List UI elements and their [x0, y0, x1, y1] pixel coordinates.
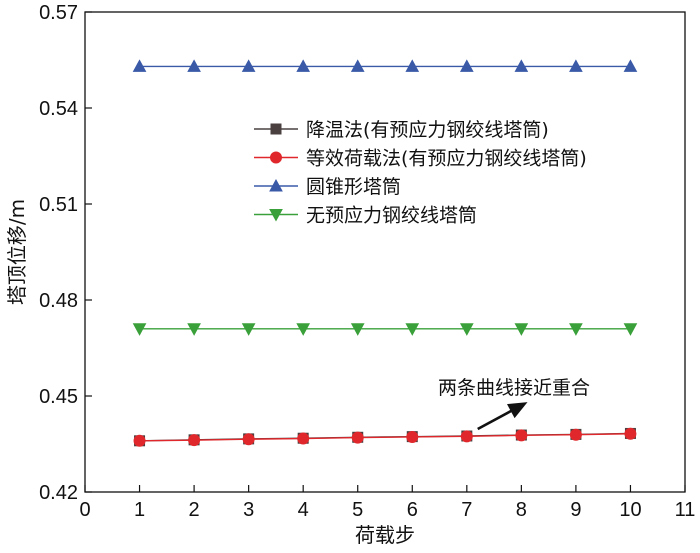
axes [84, 11, 686, 493]
x-tick-label: 11 [675, 499, 696, 521]
series-line-1 [139, 433, 631, 442]
data-point-2-5 [405, 59, 420, 72]
data-point-2-4 [350, 59, 365, 72]
data-point-3-8 [569, 323, 583, 336]
annotation-arrow-head [507, 402, 528, 419]
y-tick-label: 0.48 [39, 290, 78, 312]
data-point-2-2 [241, 59, 256, 72]
legend-marker-1 [270, 151, 282, 164]
y-tick-label: 0.57 [39, 2, 78, 24]
x-axis-ticks: 0 1 2 3 4 5 6 7 8 9 10 11 [79, 485, 695, 521]
data-point-2-1 [187, 59, 201, 72]
y-tick-label: 0.51 [39, 194, 78, 216]
data-point-1-8 [569, 428, 582, 441]
x-axis-label: 荷载步 [355, 523, 415, 547]
y-tick-label: 0.54 [39, 98, 78, 120]
legend: 降温法(有预应力钢绞线塔筒) 等效荷载法(有预应力钢绞线塔筒) 圆锥形塔筒无预应力钢… [254, 119, 587, 227]
data-point-2-6 [459, 59, 474, 72]
data-point-2-3 [296, 59, 311, 72]
legend-marker-2 [269, 178, 283, 192]
data-point-1-9 [624, 427, 637, 440]
data-point-3-7 [514, 323, 529, 336]
x-tick-label: 8 [516, 499, 527, 521]
annotation-text: 两条曲线接近重合 [438, 377, 590, 399]
legend-marker-3 [269, 209, 283, 222]
x-tick-label: 7 [461, 499, 472, 521]
y-tick-label: 0.42 [39, 482, 78, 504]
legend-label-0: 降温法(有预应力钢绞线塔筒) [306, 119, 549, 141]
y-tick-label: 0.45 [39, 386, 78, 408]
legend-marker-0 [270, 123, 282, 135]
y-axis-ticks: 0.42 0.45 0.48 0.51 0.54 0.57 [39, 2, 92, 504]
plot-frame [84, 11, 686, 493]
data-point-1-2 [242, 433, 255, 446]
data-point-2-8 [569, 59, 583, 72]
data-point-1-6 [460, 430, 473, 443]
data-point-3-6 [459, 323, 474, 336]
legend-label-1: 等效荷载法(有预应力钢绞线塔筒) [306, 148, 587, 170]
legend-label-3: 无预应力钢绞线塔筒 [306, 205, 477, 227]
data-point-3-3 [296, 323, 311, 336]
data-point-3-4 [350, 323, 365, 336]
x-tick-label: 0 [79, 499, 90, 521]
data-point-1-7 [515, 429, 528, 442]
x-tick-label: 10 [619, 499, 641, 521]
data-point-3-1 [187, 323, 201, 336]
data-point-3-0 [132, 323, 147, 336]
annotation-layer: 两条曲线接近重合 [438, 377, 590, 431]
x-tick-label: 4 [298, 499, 309, 521]
legend-label-2: 圆锥形塔筒 [306, 176, 401, 198]
data-point-3-2 [241, 323, 256, 336]
data-point-1-4 [351, 431, 364, 444]
x-tick-label: 3 [243, 499, 254, 521]
x-tick-label: 1 [134, 499, 145, 521]
data-point-2-7 [514, 59, 529, 72]
series-layer [132, 59, 638, 447]
data-point-1-3 [297, 432, 310, 445]
x-tick-label: 5 [352, 499, 363, 521]
x-tick-label: 6 [407, 499, 418, 521]
data-point-1-5 [406, 430, 419, 443]
data-point-1-1 [188, 434, 201, 447]
x-tick-label: 9 [570, 499, 581, 521]
data-point-2-9 [623, 59, 638, 72]
y-axis-label: 塔顶位移/m [5, 199, 29, 305]
data-point-3-9 [623, 323, 638, 336]
data-point-1-0 [133, 434, 146, 447]
data-point-3-5 [405, 323, 420, 336]
x-tick-label: 2 [189, 499, 200, 521]
data-point-2-0 [132, 59, 147, 72]
